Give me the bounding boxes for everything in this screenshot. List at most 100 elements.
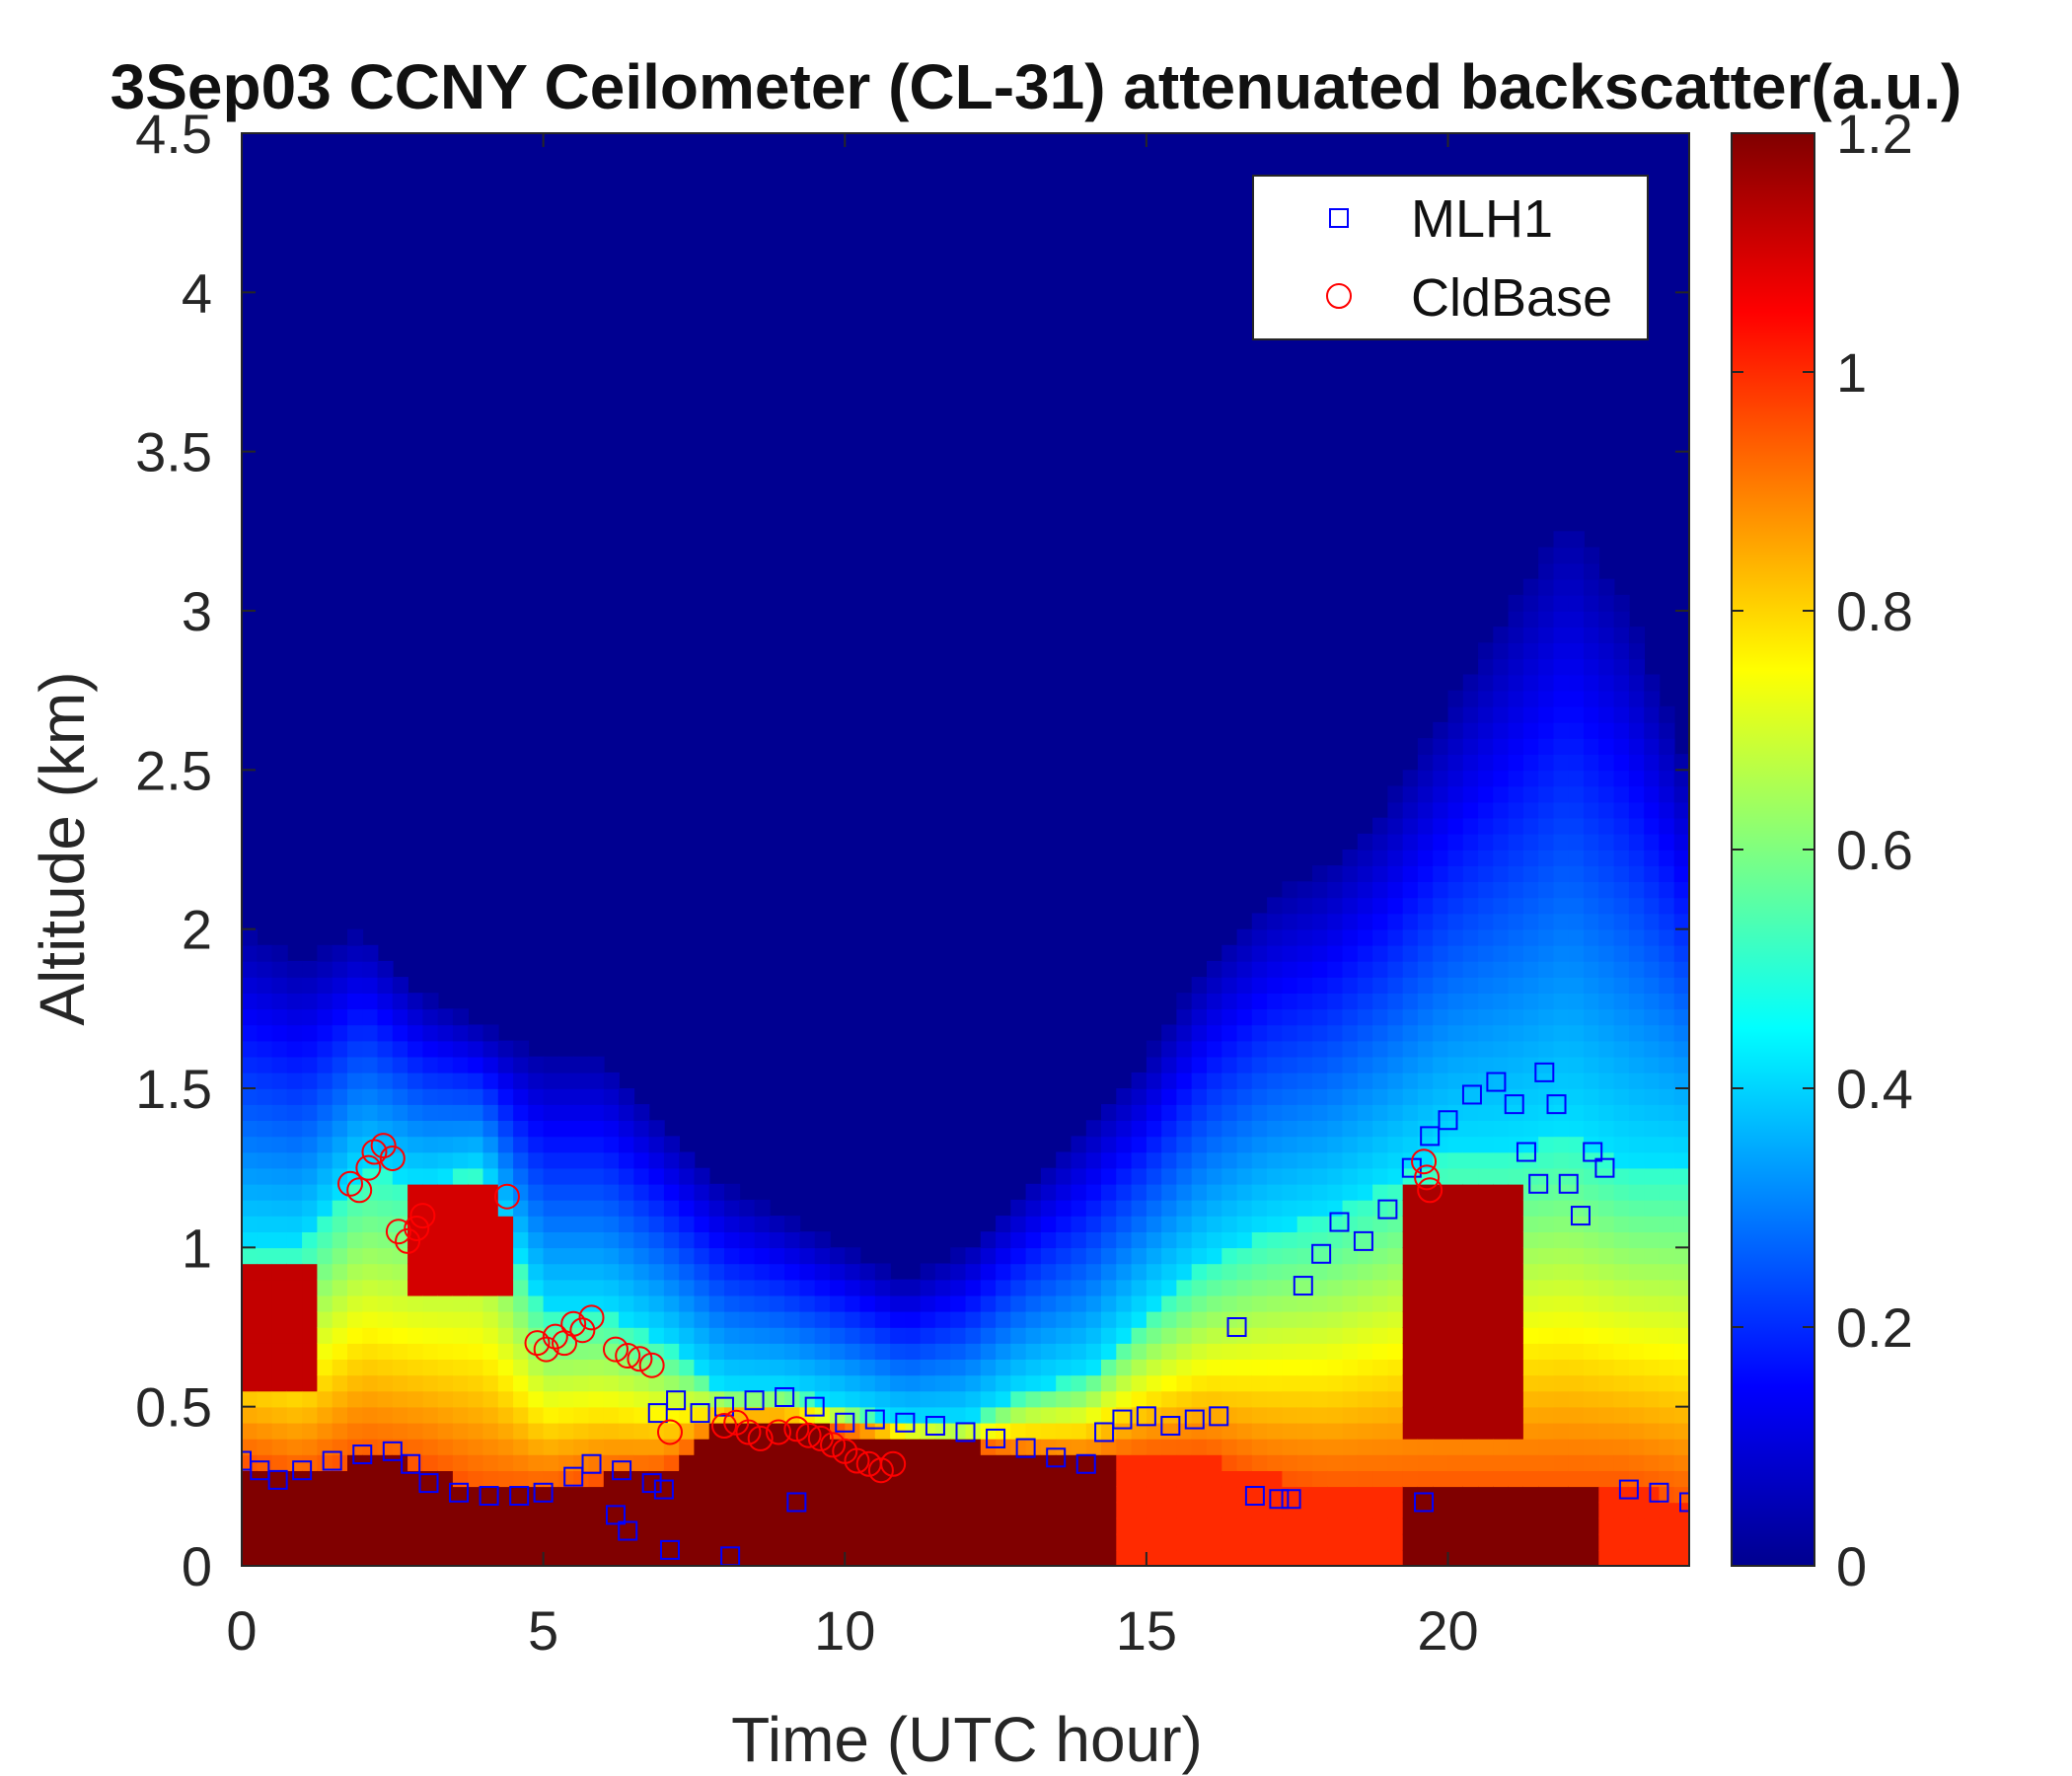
heatmap-cell xyxy=(422,1072,439,1089)
heatmap-cell xyxy=(1221,1247,1238,1265)
heatmap-cell xyxy=(1584,865,1600,882)
heatmap-cell xyxy=(1462,1486,1479,1504)
heatmap-cell xyxy=(1372,913,1389,930)
heatmap-cell xyxy=(392,1295,408,1312)
heatmap-cell xyxy=(1433,1151,1449,1169)
heatmap-cell xyxy=(1493,1151,1510,1169)
heatmap-cell xyxy=(769,1327,785,1344)
heatmap-cell xyxy=(1433,1406,1449,1424)
heatmap-cell xyxy=(482,1390,499,1408)
heatmap-cell xyxy=(1522,674,1539,692)
heatmap-cell xyxy=(996,1502,1012,1519)
mlh1-point xyxy=(925,1416,945,1437)
heatmap-cell xyxy=(257,1167,273,1185)
heatmap-cell xyxy=(1493,1231,1510,1249)
heatmap-cell xyxy=(934,1279,951,1296)
heatmap-cell xyxy=(1553,865,1570,882)
mlh1-point xyxy=(1558,1173,1579,1194)
heatmap-cell xyxy=(648,1231,665,1249)
heatmap-cell xyxy=(1673,1454,1689,1471)
heatmap-cell xyxy=(1584,705,1600,723)
heatmap-cell xyxy=(1342,1438,1359,1455)
heatmap-cell xyxy=(799,1470,816,1488)
heatmap-cell xyxy=(1462,1310,1479,1328)
heatmap-cell xyxy=(482,1247,499,1265)
heatmap-cell xyxy=(1628,1343,1645,1360)
heatmap-cell xyxy=(497,1088,514,1105)
heatmap-cell xyxy=(1673,1517,1689,1535)
heatmap-cell xyxy=(739,1549,756,1566)
heatmap-cell xyxy=(437,1502,454,1519)
heatmap-cell xyxy=(1071,1151,1087,1169)
heatmap-cell xyxy=(830,1359,847,1376)
heatmap-cell xyxy=(1673,1247,1689,1265)
colorbar-tick-label: 0.8 xyxy=(1836,580,1913,642)
heatmap-cell xyxy=(996,1231,1012,1249)
heatmap-cell xyxy=(965,1390,982,1408)
heatmap-cell xyxy=(1553,833,1570,851)
heatmap-cell xyxy=(1644,1390,1661,1408)
heatmap-cell xyxy=(468,1088,484,1105)
heatmap-cell xyxy=(1628,1072,1645,1089)
heatmap-cell xyxy=(1056,1502,1073,1519)
heatmap-cell xyxy=(1327,1008,1344,1026)
heatmap-cell xyxy=(1221,1374,1238,1392)
heatmap-cell xyxy=(362,1422,379,1440)
heatmap-cell xyxy=(286,1359,303,1376)
heatmap-cell xyxy=(1357,1295,1373,1312)
heatmap-cell xyxy=(1522,642,1539,660)
heatmap-cell xyxy=(452,1008,469,1026)
heatmap-cell xyxy=(1176,1549,1193,1566)
heatmap-cell xyxy=(1402,1470,1419,1488)
heatmap-cell xyxy=(1584,1533,1600,1551)
heatmap-cell xyxy=(1296,897,1313,915)
heatmap-cell xyxy=(1085,1167,1102,1185)
heatmap-cell xyxy=(619,1216,635,1232)
heatmap-cell xyxy=(905,1502,922,1519)
heatmap-cell xyxy=(739,1343,756,1360)
heatmap-cell xyxy=(1433,1517,1449,1535)
mlh1-point xyxy=(864,1409,885,1430)
heatmap-cell xyxy=(1207,1167,1223,1185)
heatmap-cell xyxy=(362,1247,379,1265)
heatmap-cell xyxy=(271,1327,288,1344)
heatmap-cell xyxy=(1372,977,1389,994)
heatmap-cell xyxy=(1659,1088,1675,1105)
heatmap-cell xyxy=(392,977,408,994)
heatmap-cell xyxy=(1116,1247,1133,1265)
heatmap-cell xyxy=(905,1470,922,1488)
heatmap-cell xyxy=(739,1406,756,1424)
heatmap-cell xyxy=(1538,1263,1555,1281)
heatmap-cell xyxy=(1327,1231,1344,1249)
heatmap-cell xyxy=(497,1040,514,1058)
heatmap-cell xyxy=(1628,770,1645,787)
heatmap-cell xyxy=(874,1517,891,1535)
mlh1-point xyxy=(1461,1084,1482,1105)
heatmap-cell xyxy=(1673,1088,1689,1105)
heatmap-cell xyxy=(1282,1120,1298,1138)
heatmap-cell xyxy=(286,1120,303,1138)
heatmap-cell xyxy=(1357,1549,1373,1566)
heatmap-cell xyxy=(1101,1390,1118,1408)
heatmap-cell xyxy=(1116,1359,1133,1376)
heatmap-cell xyxy=(1010,1359,1027,1376)
heatmap-cell xyxy=(422,1263,439,1281)
heatmap-cell xyxy=(1584,1008,1600,1026)
heatmap-cell xyxy=(1644,1120,1661,1138)
heatmap-cell xyxy=(1538,738,1555,755)
heatmap-cell xyxy=(1462,833,1479,851)
heatmap-cell xyxy=(1387,1533,1404,1551)
heatmap-cell xyxy=(1056,1390,1073,1408)
heatmap-cell xyxy=(1327,1549,1344,1566)
heatmap-cell xyxy=(528,1216,545,1232)
heatmap-cell xyxy=(769,1502,785,1519)
heatmap-cell xyxy=(1357,1279,1373,1296)
heatmap-cell xyxy=(619,1422,635,1440)
heatmap-cell xyxy=(1478,1247,1495,1265)
colorbar-tick-label: 0.6 xyxy=(1836,819,1913,881)
heatmap-cell xyxy=(1207,1024,1223,1042)
heatmap-cell xyxy=(557,1279,574,1296)
mlh1-point xyxy=(1679,1492,1689,1513)
heatmap-cell xyxy=(1085,1502,1102,1519)
heatmap-cell xyxy=(1613,1359,1630,1376)
